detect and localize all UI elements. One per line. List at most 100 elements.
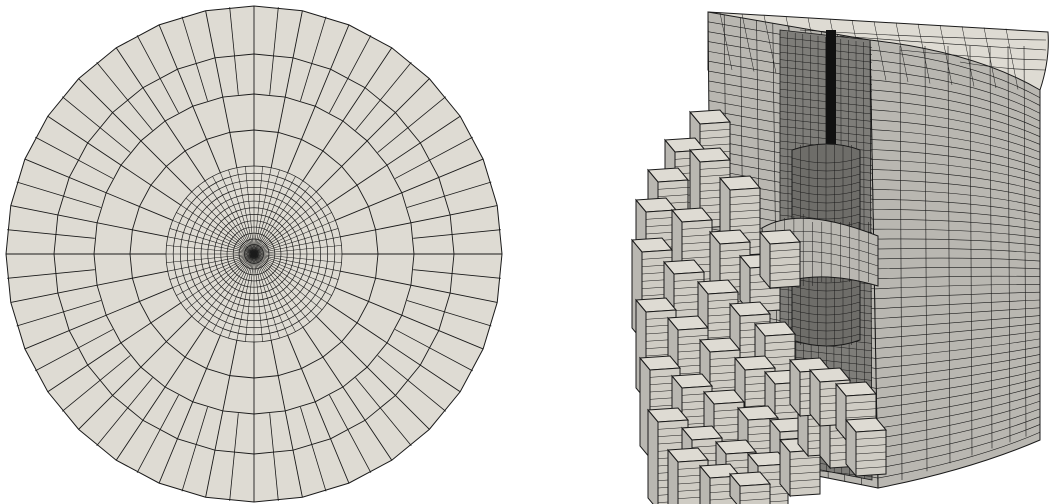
inner-spoke <box>253 197 323 255</box>
inner-spoke <box>253 253 317 317</box>
stair-block-row <box>645 224 677 227</box>
stair-block-row <box>789 486 821 489</box>
curved-wall-row <box>873 248 1041 254</box>
curved-wall-row <box>870 69 1041 114</box>
stair-block-row <box>764 348 796 351</box>
curved-wall-row <box>870 89 1041 130</box>
stair-block-row <box>699 174 731 177</box>
stair-block-row <box>769 271 801 274</box>
inner-spoke <box>253 253 296 332</box>
curved-wall-row <box>873 238 1041 246</box>
inner-spoke <box>253 253 328 304</box>
outer-spoke <box>205 10 238 168</box>
stair-block-row <box>681 227 713 230</box>
curved-wall-row <box>877 431 1041 479</box>
outer-curved-wall <box>869 39 1041 489</box>
curved-wall-col <box>899 45 903 481</box>
stair-block-row <box>739 498 771 501</box>
stair-block-row <box>681 234 713 237</box>
stair-block-row <box>855 451 887 455</box>
inner-spoke <box>236 253 255 341</box>
cap-radial <box>939 24 953 86</box>
inner-spoke <box>204 253 255 328</box>
top-view-disc-mesh <box>5 5 503 503</box>
curved-wall-col <box>969 45 973 456</box>
cap-radial <box>873 21 887 81</box>
stair-block-row <box>657 194 689 197</box>
stair-block-side <box>667 448 679 504</box>
inner-spoke <box>253 185 311 255</box>
inner-spoke <box>166 245 255 255</box>
inner-spoke <box>197 253 255 323</box>
inner-spoke <box>253 253 311 323</box>
stair-block-row <box>855 459 887 462</box>
outer-spoke-secondary <box>16 181 102 208</box>
stair-block-row <box>699 167 731 170</box>
inner-spoke <box>253 220 336 255</box>
inner-cylinder-row <box>791 317 861 324</box>
stair-block-row <box>719 249 751 252</box>
inner-spoke <box>172 220 255 255</box>
curved-wall-row <box>875 346 1041 369</box>
outer-spoke-secondary <box>269 7 279 95</box>
inner-cylinder-row <box>791 189 861 196</box>
outer-spoke-secondary <box>35 329 114 372</box>
curved-wall-row <box>870 59 1041 106</box>
stair-block-front <box>739 483 771 504</box>
curved-wall-row <box>876 377 1041 409</box>
curved-wall-row <box>872 189 1041 207</box>
stair-block-row <box>769 278 801 281</box>
inner-spoke <box>220 253 255 336</box>
inner-spoke <box>253 253 332 296</box>
outer-spoke-secondary <box>413 269 501 279</box>
curved-wall-row <box>875 338 1041 359</box>
cap-radial <box>741 14 755 72</box>
inner-cylinder-row <box>791 157 861 164</box>
inner-spoke <box>253 253 339 280</box>
cap-radial <box>983 27 997 89</box>
inner-spoke <box>169 253 255 280</box>
inner-spoke <box>180 204 255 255</box>
outer-spoke-secondary <box>300 406 327 492</box>
stair-block-row <box>729 217 761 220</box>
stair-block-row <box>789 457 821 460</box>
inner-cylinder-row <box>791 325 861 332</box>
inner-spoke <box>245 253 255 342</box>
outer-spoke <box>326 302 461 393</box>
stair-block-row <box>645 217 677 220</box>
curved-wall-row <box>870 49 1041 99</box>
curved-wall-row <box>873 218 1041 231</box>
outer-spoke-secondary <box>181 406 208 492</box>
inner-spoke <box>253 191 317 255</box>
outer-spoke-secondary <box>406 181 492 208</box>
inner-cylinder-row <box>791 181 861 188</box>
stair-block-side <box>647 408 659 504</box>
inner-spoke <box>191 253 255 317</box>
outer-spoke <box>335 287 484 350</box>
inner-cylinder-row <box>791 293 861 300</box>
outer-spoke <box>158 335 221 484</box>
outer-spoke-secondary <box>7 229 95 239</box>
inner-spoke <box>204 180 255 255</box>
stair-block-row <box>789 464 821 467</box>
inner-spoke <box>253 253 336 288</box>
curved-wall-row <box>875 330 1041 349</box>
inner-spoke <box>185 253 255 311</box>
inner-spoke <box>180 253 255 304</box>
inner-spoke <box>253 169 280 255</box>
outer-spoke-secondary <box>62 96 131 153</box>
outer-spoke-secondary <box>377 355 446 412</box>
outer-spoke <box>78 78 193 193</box>
curved-wall-row <box>874 299 1041 310</box>
inner-spoke <box>253 166 263 255</box>
inner-spoke <box>253 236 341 255</box>
stair-block-row <box>739 321 771 324</box>
curved-wall-row <box>877 424 1041 469</box>
curved-wall-row <box>876 361 1041 389</box>
outer-spoke <box>78 315 193 430</box>
curved-wall-row <box>871 129 1041 161</box>
inner-spoke <box>253 167 272 255</box>
outer-spoke-secondary <box>136 35 179 114</box>
curved-wall-row <box>871 139 1041 169</box>
outer-spoke-secondary <box>35 136 114 179</box>
